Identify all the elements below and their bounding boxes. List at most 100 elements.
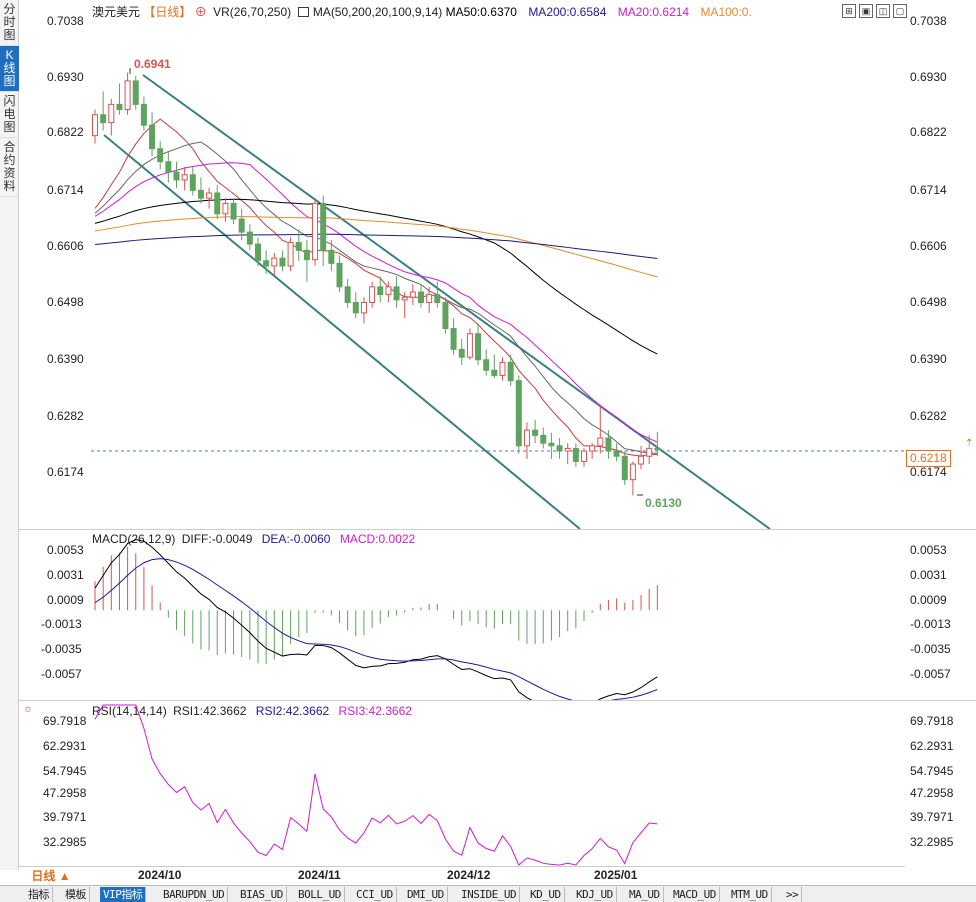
- candle-body: [206, 192, 213, 199]
- candle-body: [654, 447, 661, 450]
- rsi-tick: 32.2985: [43, 835, 87, 849]
- price-tick: 0.6714: [47, 183, 84, 197]
- low-label: 0.6130: [645, 496, 682, 510]
- candle-body: [132, 80, 139, 105]
- macd-dea-line: [94, 558, 658, 700]
- candle-body: [523, 429, 530, 447]
- candle-body: [507, 361, 514, 382]
- split-icon[interactable]: ▣: [859, 4, 873, 18]
- price-tick: 0.6174: [910, 465, 947, 479]
- tab-templates[interactable]: 模板: [62, 887, 90, 902]
- tab-more[interactable]: >>: [783, 887, 803, 902]
- candle-body: [352, 301, 359, 314]
- date-tick: 2024/10: [138, 868, 182, 882]
- tab-boll[interactable]: BOLL_UD: [295, 887, 345, 902]
- price-tick: 0.6822: [47, 125, 84, 139]
- macd-header: MACD(26,12,9) DIFF:-0.0049 DEA:-0.0060 M…: [92, 532, 415, 546]
- candle-body: [564, 447, 571, 452]
- sun-icon[interactable]: ☼: [23, 703, 34, 715]
- rsi-chart: [94, 704, 658, 866]
- candle-body: [629, 463, 636, 481]
- tab-inside[interactable]: INSIDE_UD: [458, 887, 521, 902]
- macd-tick: -0.0035: [910, 642, 951, 656]
- price-tick: 0.6390: [47, 352, 84, 366]
- layout-icon[interactable]: ⊞: [842, 4, 856, 18]
- tab-ma[interactable]: MA_UD: [626, 887, 664, 902]
- tab-macd[interactable]: MACD_UD: [670, 887, 720, 902]
- tab-timeshare[interactable]: 分时图: [0, 0, 19, 46]
- rsi2-value: RSI2:42.3662: [255, 704, 330, 718]
- tab-cci[interactable]: CCI_UD: [353, 887, 397, 902]
- rsi-tick: 69.7918: [910, 714, 954, 728]
- add-indicator-icon[interactable]: ⊕: [194, 5, 207, 19]
- price-tick: 0.7038: [910, 14, 947, 28]
- tab-dmi[interactable]: DMI_UD: [404, 887, 448, 902]
- period-label[interactable]: 【日线】: [143, 5, 192, 19]
- tab-kd[interactable]: KD_UD: [527, 887, 565, 902]
- tab-kline[interactable]: K线图: [0, 46, 19, 92]
- candle-body: [409, 291, 416, 298]
- symbol-name: 澳元美元: [92, 5, 141, 19]
- channel-upper-line: [142, 74, 771, 530]
- candle-body: [230, 202, 237, 220]
- candle-body: [466, 333, 473, 358]
- channel-lower-line: [103, 134, 581, 530]
- candle-body: [214, 192, 221, 215]
- current-price-value: 0.6218: [910, 451, 947, 465]
- ma50-line: [94, 198, 658, 355]
- candle-body: [613, 450, 620, 457]
- period-button[interactable]: 日线 ▲: [26, 868, 76, 885]
- macd-value: MACD:0.0022: [339, 532, 416, 546]
- macd-tick: -0.0057: [910, 667, 951, 681]
- candles: [92, 72, 661, 496]
- macd-tick: 0.0053: [47, 543, 84, 557]
- tab-bias[interactable]: BIAS_UD: [237, 887, 287, 902]
- tab-indicators[interactable]: 指标: [25, 887, 53, 902]
- candle-body: [401, 296, 408, 301]
- macd-tick: 0.0031: [47, 568, 84, 582]
- pane-divider: [19, 529, 976, 530]
- high-label: 0.6941: [134, 57, 171, 71]
- price-tick: 0.6282: [910, 409, 947, 423]
- restore-icon[interactable]: ◫: [876, 4, 890, 18]
- macd-tick: -0.0057: [41, 667, 82, 681]
- macd-tick: -0.0013: [910, 617, 951, 631]
- candle-body: [320, 202, 327, 251]
- candle-body: [572, 447, 579, 462]
- price-tick: 0.7038: [47, 14, 84, 28]
- tab-flash[interactable]: 闪电图: [0, 92, 19, 138]
- ma200-line: [94, 233, 658, 259]
- tab-barupdn[interactable]: BARUPDN_UD: [160, 887, 229, 902]
- price-tick: 0.6498: [910, 295, 947, 309]
- candle-body: [475, 333, 482, 361]
- candle-body: [263, 260, 270, 267]
- candle-body: [246, 231, 253, 245]
- candle-body: [100, 114, 107, 124]
- tab-mtm[interactable]: MTM_UD: [728, 887, 772, 902]
- candle-body: [189, 174, 196, 191]
- tab-contract-info[interactable]: 合约资料: [0, 138, 19, 197]
- price-tick: 0.6282: [47, 409, 84, 423]
- rsi-tick: 54.7945: [910, 764, 954, 778]
- tab-kdj[interactable]: KDJ_UD: [573, 887, 617, 902]
- rsi-tick: 32.2985: [910, 835, 954, 849]
- rsi-tick: 39.7971: [43, 810, 87, 824]
- candle-body: [222, 202, 229, 215]
- side-tabs: 分时图 K线图 闪电图 合约资料: [0, 0, 19, 870]
- maximize-icon[interactable]: ▢: [893, 4, 907, 18]
- ma14-line: [94, 141, 658, 454]
- candle-body: [548, 442, 555, 447]
- price-tick: 0.6174: [47, 465, 84, 479]
- candle-body: [92, 114, 98, 137]
- candle-body: [238, 218, 245, 233]
- moving-average-lines: [94, 118, 658, 457]
- candle-body: [287, 242, 294, 267]
- date-tick: 2024/12: [447, 868, 491, 882]
- price-tick: 0.6714: [910, 183, 947, 197]
- date-tick: 2024/11: [298, 868, 341, 882]
- tab-vip-indicators[interactable]: VIP指标: [100, 887, 147, 902]
- candle-body: [165, 161, 172, 173]
- candle-body: [434, 294, 441, 303]
- candle-body: [589, 445, 596, 452]
- candle-body: [646, 447, 653, 457]
